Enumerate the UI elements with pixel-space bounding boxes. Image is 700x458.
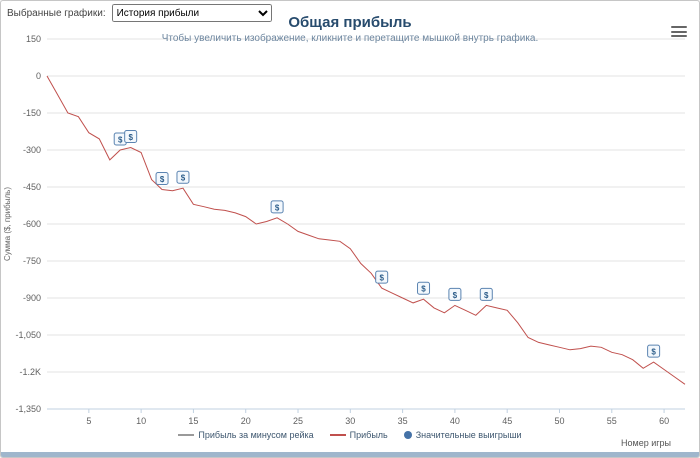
svg-text:10: 10 [136, 416, 146, 426]
svg-text:0: 0 [36, 71, 41, 81]
svg-text:$: $ [453, 291, 458, 300]
svg-text:-1,350: -1,350 [15, 404, 41, 414]
svg-text:$: $ [379, 274, 384, 283]
chart-toolbar: Выбранные графики: История прибыли [7, 4, 272, 22]
svg-text:25: 25 [293, 416, 303, 426]
svg-text:$: $ [421, 285, 426, 294]
legend-item-big-wins[interactable]: Значительные выигрыши [403, 430, 522, 440]
export-menu-button[interactable] [671, 26, 687, 37]
circle-swatch-icon [403, 431, 412, 439]
svg-text:5: 5 [86, 416, 91, 426]
legend-item-net-profit[interactable]: Прибыль за минусом рейка [178, 430, 314, 440]
legend-item-profit[interactable]: Прибыль [329, 430, 388, 440]
hamburger-icon [671, 35, 687, 37]
win-marker: $ [176, 170, 190, 184]
svg-text:150: 150 [26, 34, 41, 44]
svg-text:-300: -300 [23, 145, 41, 155]
y-axis-title: Сумма ($, прибыль) [3, 187, 12, 261]
line-swatch-icon [178, 434, 195, 436]
y-gridlines: 150 0 -150 -300 -450 -600 -750 -900 -1,050 -1.2K -… [15, 34, 685, 414]
svg-text:$: $ [275, 203, 280, 212]
win-marker: $ [270, 200, 284, 214]
svg-text:$: $ [181, 174, 186, 183]
x-axis: 5 10 15 20 25 30 35 40 45 50 55 60 [47, 408, 685, 426]
chart-legend: Прибыль за минусом рейка Прибыль Значите… [1, 430, 699, 440]
legend-label: Прибыль за минусом рейка [198, 430, 314, 440]
hamburger-icon [671, 26, 687, 28]
svg-text:20: 20 [241, 416, 251, 426]
svg-text:45: 45 [502, 416, 512, 426]
svg-text:15: 15 [188, 416, 198, 426]
svg-text:30: 30 [345, 416, 355, 426]
bottom-strip [1, 452, 699, 457]
win-marker: $ [647, 344, 661, 358]
svg-text:55: 55 [607, 416, 617, 426]
svg-text:-1,050: -1,050 [15, 330, 41, 340]
svg-text:-450: -450 [23, 182, 41, 192]
win-marker: $ [375, 270, 389, 284]
win-marker: $ [124, 130, 138, 144]
svg-text:$: $ [118, 136, 123, 145]
x-axis-title: Номер игры [621, 438, 671, 448]
svg-text:-1.2K: -1.2K [19, 367, 41, 377]
svg-text:35: 35 [398, 416, 408, 426]
win-marker: $ [155, 171, 169, 185]
line-swatch-icon [329, 434, 346, 436]
svg-text:-600: -600 [23, 219, 41, 229]
win-markers: $ $ $ $ $ $ $ $ $ $ [113, 130, 661, 358]
plot-area[interactable]: 150 0 -150 -300 -450 -600 -750 -900 -1,050 -1.2K -… [1, 1, 700, 431]
profit-line-series [46, 75, 686, 385]
svg-text:60: 60 [659, 416, 669, 426]
svg-text:-900: -900 [23, 293, 41, 303]
svg-text:-750: -750 [23, 256, 41, 266]
chart-select[interactable]: История прибыли [111, 4, 272, 22]
win-marker: $ [417, 281, 431, 295]
win-marker: $ [448, 287, 462, 301]
plot-drag-zoom-area[interactable] [47, 39, 685, 409]
legend-label: Прибыль [349, 430, 388, 440]
legend-label: Значительные выигрыши [415, 430, 522, 440]
win-marker: $ [479, 287, 493, 301]
chart-select-label: Выбранные графики: [7, 7, 106, 19]
svg-text:40: 40 [450, 416, 460, 426]
svg-text:$: $ [128, 133, 133, 142]
svg-text:-150: -150 [23, 108, 41, 118]
svg-text:$: $ [484, 291, 489, 300]
svg-text:$: $ [160, 175, 165, 184]
hamburger-icon [671, 30, 687, 33]
svg-text:50: 50 [554, 416, 564, 426]
svg-text:$: $ [651, 348, 656, 357]
